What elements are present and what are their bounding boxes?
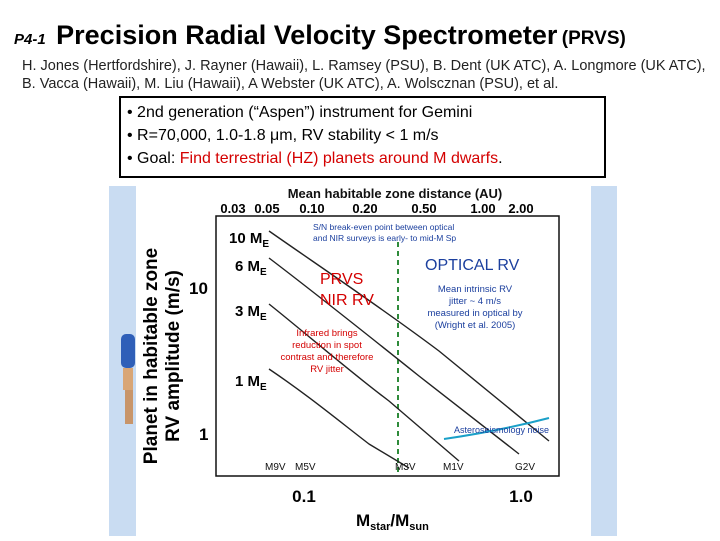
top-tick-7: 2.00 <box>508 201 533 216</box>
spt-m3v: M3V <box>395 462 416 473</box>
top-tick-5: 0.50 <box>411 201 436 216</box>
ir-line4: RV jitter <box>310 364 344 375</box>
title-text: Precision Radial Velocity Spectrometer <box>56 20 558 50</box>
label-1-me: 1 ME <box>235 373 267 393</box>
poster-number: P4-1 <box>14 31 46 48</box>
jitter-line1: Mean intrinsic RV <box>438 284 513 295</box>
bullet-3-prefix: • Goal: <box>127 150 180 167</box>
sn-note-line2: and NIR surveys is early- to mid-M Sp <box>313 233 456 243</box>
x-axis-label: Mstar/Msun <box>356 511 429 533</box>
bullet-3-goal: Find terrestrial (HZ) planets around M d… <box>179 150 499 167</box>
curve-3-me <box>268 303 460 462</box>
asteroseismology-curve <box>443 417 550 440</box>
y-label-line1: Planet in habitable zone <box>141 248 162 464</box>
nir-rv-label: NIR RV <box>320 292 374 309</box>
slide-title: P4-1 Precision Radial Velocity Spectrome… <box>14 20 626 51</box>
jitter-note: Mean intrinsic RV jitter ~ 4 m/s measure… <box>427 284 522 331</box>
x-tick-0.1: 0.1 <box>292 487 316 506</box>
jitter-line2: jitter ~ 4 m/s <box>448 296 501 307</box>
plot-frame <box>215 215 560 477</box>
label-3-me: 3 ME <box>235 303 267 323</box>
label-6-me: 6 ME <box>235 258 267 278</box>
top-tick-6: 1.00 <box>470 201 495 216</box>
ir-line1: Infrared brings <box>296 328 358 339</box>
y-tick-1: 1 <box>199 425 208 444</box>
infrared-note: Infrared brings reduction in spot contra… <box>281 328 374 375</box>
top-tick-4: 0.20 <box>352 201 377 216</box>
bullet-2: • R=70,000, 1.0-1.8 μm, RV stability < 1… <box>127 127 439 144</box>
ir-line2: reduction in spot <box>292 340 362 351</box>
ir-line3: contrast and therefore <box>281 352 374 363</box>
title-acronym: (PRVS) <box>561 28 626 49</box>
y-axis-label: Planet in habitable zone RV amplitude (m… <box>141 248 184 464</box>
bullet-1: • 2nd generation (“Aspen”) instrument fo… <box>127 104 473 121</box>
planet-curves <box>268 230 550 469</box>
planet-labels: 10 ME 6 ME 3 ME 1 ME <box>229 230 269 393</box>
top-tick-3: 0.10 <box>299 201 324 216</box>
bullet-3: • Goal: Find terrestrial (HZ) planets ar… <box>127 147 604 170</box>
bullet-3-suffix: . <box>498 150 503 167</box>
rv-figure: Mean habitable zone distance (AU) 0.03 0… <box>109 186 617 536</box>
y-tick-10: 10 <box>189 279 208 298</box>
label-10-me: 10 ME <box>229 230 269 250</box>
spt-m9v: M9V <box>265 462 286 473</box>
author-list: H. Jones (Hertfordshire), J. Rayner (Haw… <box>22 58 706 92</box>
optical-rv-label: OPTICAL RV <box>425 257 520 274</box>
top-tick-2: 0.05 <box>254 201 279 216</box>
spectral-types: M9V M5V M3V M1V G2V <box>265 462 535 473</box>
jitter-line4: (Wright et al. 2005) <box>435 320 516 331</box>
top-axis-label: Mean habitable zone distance (AU) <box>288 186 503 201</box>
spt-m1v: M1V <box>443 462 464 473</box>
spt-m5v: M5V <box>295 462 316 473</box>
curve-6-me <box>268 257 520 455</box>
rv-figure-svg: Mean habitable zone distance (AU) 0.03 0… <box>109 186 617 536</box>
top-axis-ticks: 0.03 0.05 0.10 0.20 0.50 1.00 2.00 <box>220 201 533 216</box>
spt-g2v: G2V <box>515 462 535 473</box>
top-tick-1: 0.03 <box>220 201 245 216</box>
person-illustration <box>121 334 135 424</box>
x-tick-1.0: 1.0 <box>509 487 533 506</box>
jitter-line3: measured in optical by <box>427 308 522 319</box>
bullet-box: • 2nd generation (“Aspen”) instrument fo… <box>119 96 606 178</box>
curve-1-me <box>268 368 410 469</box>
sn-note-line1: S/N break-even point between optical <box>313 222 454 232</box>
y-label-line2: RV amplitude (m/s) <box>163 270 184 442</box>
curve-10-me <box>268 230 550 442</box>
prvs-label: PRVS <box>320 271 363 288</box>
noise-label: Asteroseismology noise <box>454 425 549 435</box>
